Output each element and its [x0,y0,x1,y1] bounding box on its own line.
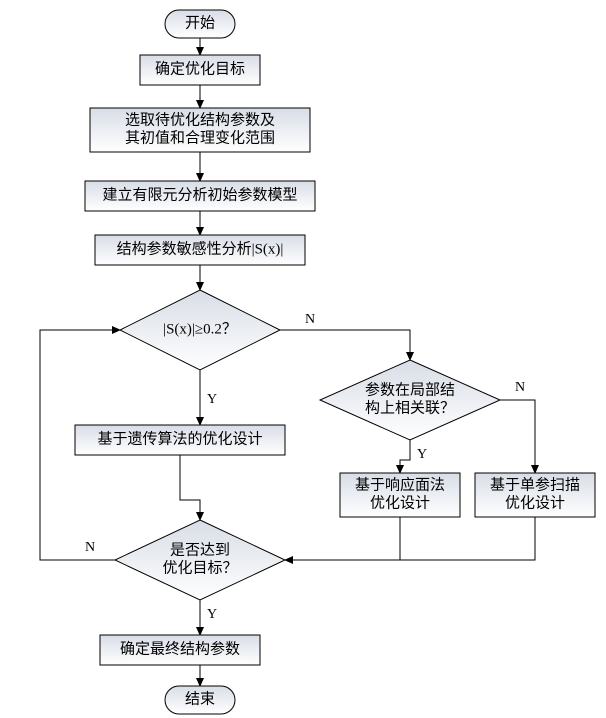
node-b4-text: 结构参数敏感性分析|S(x)| [117,240,284,257]
node-b7-text: 基于单参扫描 [490,476,580,493]
flowchart-canvas: 开始确定优化目标选取待优化结构参数及其初值和合理变化范围建立有限元分析初始参数模… [0,0,606,718]
node-b1: 确定优化目标 [140,55,260,85]
node-d1-text: |S(x)|≥0.2？ [163,321,237,337]
edge-label: N [515,380,525,395]
node-d3: 是否达到优化目标？ [115,520,285,600]
node-b8-text: 确定最终结构参数 [120,640,240,657]
edge-arrow [500,400,535,473]
node-d3-text: 优化目标？ [162,559,237,576]
node-start: 开始 [165,10,235,38]
node-b7-text: 优化设计 [505,494,565,511]
edge-line [400,517,535,560]
node-b2: 选取待优化结构参数及其初值和合理变化范围 [90,108,310,152]
edge-label: N [85,540,95,555]
node-b1-text: 确定优化目标 [155,60,245,77]
node-d2-text: 构上相关联？ [365,399,455,416]
edge-label: N [305,312,315,327]
node-d3-text: 是否达到 [170,541,230,558]
edge-label: Y [207,607,217,622]
node-d2-text: 参数在局部结 [365,381,455,398]
node-end: 结束 [165,686,235,714]
node-b5-text: 基于遗传算法的优化设计 [97,429,262,447]
edge-label: Y [417,447,427,462]
node-b6-text: 基于响应面法 [355,475,445,493]
edge-arrow [180,455,200,520]
node-b8: 确定最终结构参数 [100,635,260,665]
node-b6: 基于响应面法优化设计 [340,473,460,517]
node-b2-text: 其初值和合理变化范围 [125,129,275,146]
node-end-text: 结束 [185,690,215,707]
node-b6-text: 优化设计 [370,494,430,511]
node-d2: 参数在局部结构上相关联？ [320,360,500,440]
edge-arrow [280,330,410,360]
node-d1: |S(x)|≥0.2？ [120,290,280,370]
node-b7: 基于单参扫描优化设计 [475,473,595,517]
edge-arrow [400,440,410,473]
node-b4: 结构参数敏感性分析|S(x)| [95,235,305,265]
node-b3: 建立有限元分析初始参数模型 [85,181,315,211]
edge-label: Y [207,392,217,407]
edge-line [285,517,400,560]
node-b5: 基于遗传算法的优化设计 [75,425,285,455]
node-b3-text: 建立有限元分析初始参数模型 [102,186,297,203]
node-start-text: 开始 [185,14,215,31]
node-b2-text: 选取待优化结构参数及 [125,111,275,128]
